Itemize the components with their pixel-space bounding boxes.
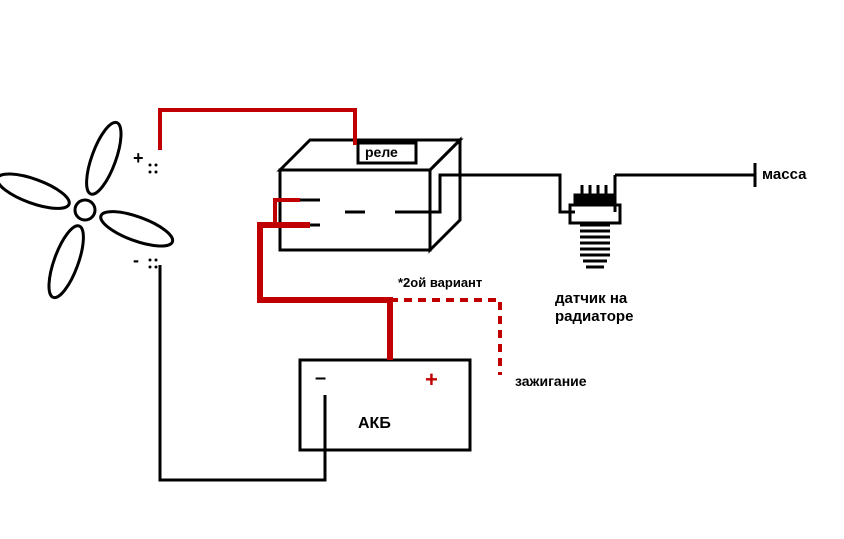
fan-dots	[149, 164, 158, 269]
sensor-label-1: датчик на	[555, 290, 627, 307]
wire-relay-to-sensor	[415, 175, 575, 212]
relay-label: реле	[365, 144, 398, 160]
wire-fan-plus-to-relay	[160, 110, 355, 150]
fan-icon	[0, 119, 176, 302]
ignition-label: зажигание	[515, 373, 587, 389]
circuit-diagram	[0, 0, 844, 539]
battery-label: АКБ	[358, 415, 391, 433]
battery-plus-label: +	[425, 367, 438, 393]
fan-plus-label: +	[133, 148, 144, 169]
variant2-label: *2ой вариант	[398, 275, 482, 290]
wire-variant2-ignition	[390, 300, 500, 375]
sensor-label-2: радиаторе	[555, 308, 633, 325]
fan-minus-label: -	[133, 250, 139, 271]
battery-minus-label: –	[315, 367, 326, 390]
sensor-icon	[570, 185, 620, 267]
ground-label: масса	[762, 166, 806, 183]
